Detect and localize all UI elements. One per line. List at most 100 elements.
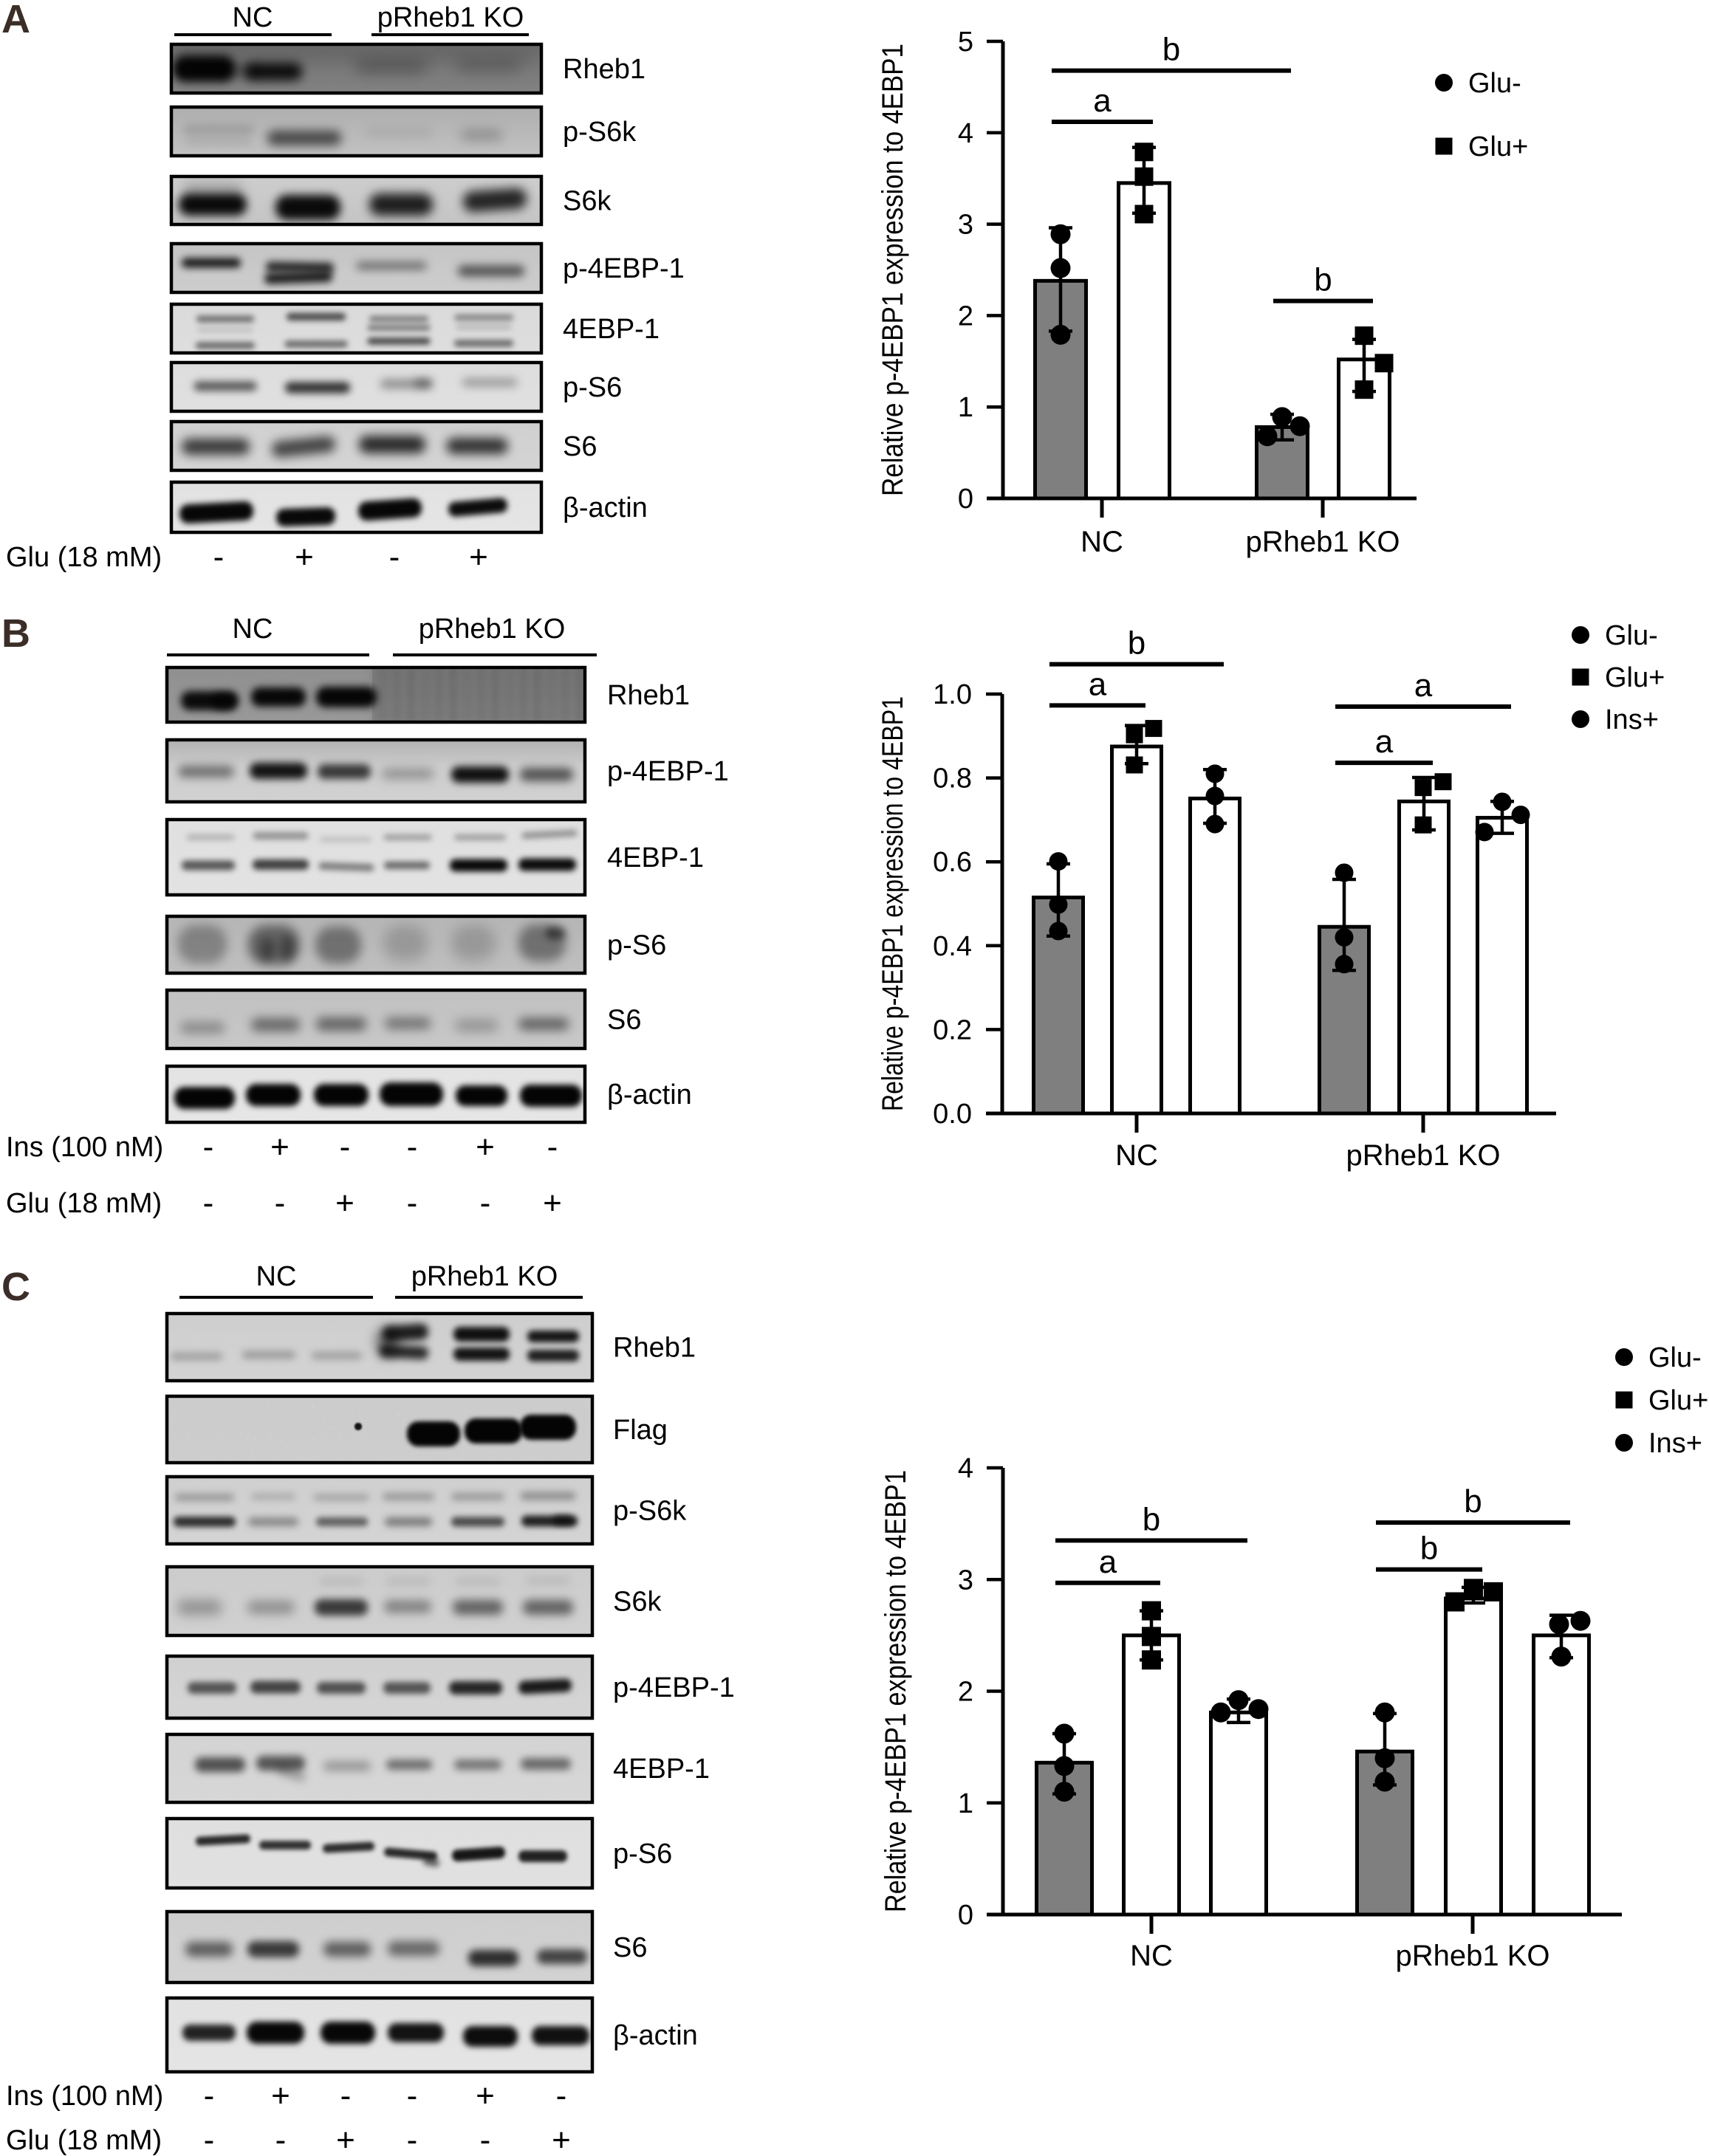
blot-band: [175, 1494, 234, 1501]
blot-row-label: Flag: [613, 1415, 668, 1446]
blot-row-label: Rheb1: [613, 1333, 696, 1364]
blot-band: [287, 313, 346, 320]
blot-band: [454, 834, 506, 840]
blot-row-label: β-actin: [607, 1079, 692, 1110]
y-tick-label: 0.6: [933, 847, 972, 878]
legend-circle-icon: [1572, 626, 1589, 644]
sig-label: a: [1414, 667, 1433, 704]
y-tick-label: 3: [958, 1565, 973, 1596]
blot-band: [244, 63, 302, 80]
blot-bands: [168, 741, 583, 800]
blot-band: [546, 927, 565, 939]
blot-box-border: [169, 105, 544, 158]
blot-row: S6k: [169, 174, 612, 227]
blot-band: [318, 764, 371, 779]
blot-band: [247, 1941, 299, 1957]
blot-row: β-actin: [165, 1996, 698, 2074]
bar: [1117, 181, 1171, 501]
blot-row-label: S6: [613, 1932, 647, 1963]
blot-bands: [168, 821, 583, 893]
blot-band: [356, 262, 427, 270]
blot-band: [188, 1682, 236, 1694]
bar: [1188, 796, 1241, 1116]
blot-streak: [394, 667, 400, 722]
blot-band: [173, 46, 540, 60]
chart: 0 1 2 3 4 5 Relative p-4EBP1 expression to 4EB…: [877, 27, 1528, 558]
blot-bands: [168, 1999, 591, 2070]
blot-band: [384, 1847, 437, 1861]
chart: 0 1 2 3 4 Relative p-4EBP1 expression to 4EBP…: [880, 1342, 1708, 1972]
blot-band: [553, 1514, 572, 1526]
treatment-symbol: -: [204, 2078, 215, 2114]
blot-band: [316, 1517, 368, 1526]
treatment-symbol: -: [275, 1185, 286, 1221]
treatment-symbol: -: [275, 2122, 287, 2156]
data-point-circle: [1205, 786, 1225, 806]
treatment-symbol: +: [476, 2078, 495, 2114]
blot-row: 4EBP-1: [165, 1732, 710, 1805]
data-point-circle: [1049, 852, 1068, 871]
blot-band: [319, 1579, 363, 1585]
blot-band: [315, 1599, 368, 1616]
treatment-label: Glu (18 mM): [6, 1188, 162, 1219]
x-group-label: pRheb1 KO: [1346, 1139, 1500, 1172]
blot-band: [315, 927, 361, 964]
data-point-circle: [1493, 792, 1512, 811]
blot-box-border: [165, 738, 587, 804]
data-point-circle: [1049, 895, 1068, 914]
data-point-circle: [1050, 258, 1071, 278]
legend-circle-icon: [1615, 1434, 1633, 1452]
blot-row: p-S6: [169, 360, 622, 413]
blot-band: [407, 1421, 460, 1446]
treatment-symbol: +: [476, 1129, 495, 1165]
sig-label: b: [1314, 262, 1332, 298]
blot-bands: [168, 1658, 591, 1717]
treatment-symbol: +: [270, 1129, 290, 1165]
sig-label: b: [1128, 625, 1145, 662]
blot-band: [537, 1949, 587, 1964]
data-point-circle: [1570, 1610, 1591, 1631]
blot-band: [453, 1600, 503, 1615]
blot-band: [275, 507, 336, 527]
blot-band: [461, 130, 502, 140]
data-point-circle: [1054, 1756, 1075, 1776]
legend-label: Ins+: [1605, 704, 1659, 735]
blot-band: [414, 379, 432, 388]
treatment-symbol: -: [203, 1185, 214, 1221]
data-point-circle: [1511, 806, 1530, 825]
blot-bands: [173, 484, 540, 531]
blot-row-label: β-actin: [613, 2020, 698, 2051]
data-point-square: [1134, 205, 1154, 224]
blot-block: NC pRheb1 KO Rheb1 p-4EBP-1 4EBP-1 p-S6 S6 β-ac…: [6, 614, 729, 1221]
blot-band: [357, 498, 422, 521]
blot-row-label: S6: [607, 1005, 641, 1036]
blot-band: [265, 261, 335, 273]
blot-band: [260, 938, 275, 961]
treatment-symbol: +: [552, 2122, 571, 2156]
treatment-symbol: -: [407, 2122, 418, 2156]
blot-row: Rheb1: [165, 665, 690, 724]
data-point-square: [1464, 1579, 1483, 1599]
blot-band: [185, 138, 252, 144]
treatment-symbol: +: [469, 539, 488, 575]
blot-band: [196, 342, 255, 349]
blot-box-border: [165, 1565, 595, 1638]
blot-band: [318, 862, 374, 872]
treatment-symbol: -: [407, 1129, 418, 1165]
blot-noise: [168, 1999, 591, 2070]
blot-band: [384, 1600, 431, 1613]
treatment-symbol: -: [340, 1129, 351, 1165]
panel-C: C NC pRheb1 KO Rheb1 Flag p-S6k S6k p-4EBP-1 4EB…: [1, 1261, 1708, 2156]
blot-box-border: [165, 1732, 595, 1805]
treatment-label: Ins (100 nM): [6, 1132, 163, 1163]
sig-label: b: [1420, 1531, 1438, 1567]
blot-band: [369, 193, 433, 216]
treatment-symbol: -: [480, 2122, 491, 2156]
blot-band: [383, 834, 432, 840]
blot-band: [323, 1761, 371, 1771]
blot-row-label: p-4EBP-1: [607, 756, 729, 787]
blot-streak: [408, 669, 414, 721]
y-tick-label: 0: [958, 1900, 973, 1931]
data-point-square: [1484, 1582, 1503, 1601]
blot-row: p-4EBP-1: [165, 738, 729, 804]
